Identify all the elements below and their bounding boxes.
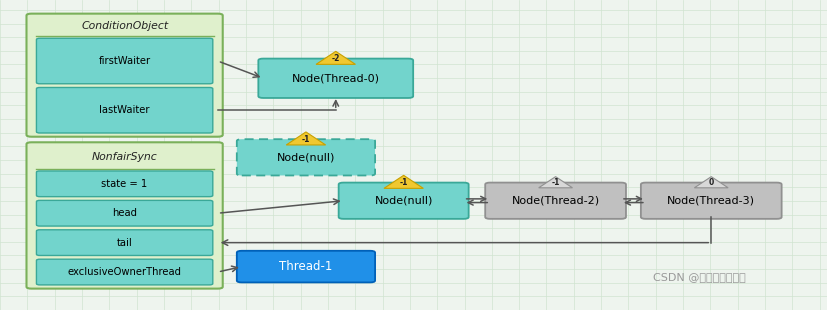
FancyBboxPatch shape [26,142,222,289]
Text: NonfairSync: NonfairSync [92,152,157,162]
FancyBboxPatch shape [36,200,213,226]
FancyBboxPatch shape [36,87,213,133]
Text: lastWaiter: lastWaiter [99,105,150,115]
FancyBboxPatch shape [485,183,625,219]
Polygon shape [694,177,727,188]
FancyBboxPatch shape [36,171,213,197]
Text: CSDN @渝北最后的单纯: CSDN @渝北最后的单纯 [653,272,745,282]
Text: exclusiveOwnerThread: exclusiveOwnerThread [68,267,181,277]
FancyBboxPatch shape [640,183,781,219]
FancyBboxPatch shape [338,183,468,219]
Polygon shape [384,175,423,188]
Text: 0: 0 [708,178,713,187]
Text: Node(Thread-2): Node(Thread-2) [511,196,599,206]
Text: state = 1: state = 1 [102,179,147,189]
Text: Node(null): Node(null) [276,152,335,162]
Polygon shape [316,51,355,64]
Text: head: head [112,208,137,218]
Text: Thread-1: Thread-1 [279,260,332,273]
Text: ConditionObject: ConditionObject [81,21,168,31]
Text: -1: -1 [301,135,310,144]
FancyBboxPatch shape [26,14,222,137]
FancyBboxPatch shape [237,139,375,175]
Polygon shape [538,177,571,188]
Text: Node(Thread-3): Node(Thread-3) [667,196,754,206]
Text: -2: -2 [331,54,340,63]
Text: Node(null): Node(null) [374,196,433,206]
FancyBboxPatch shape [36,259,213,285]
Text: -1: -1 [551,178,559,187]
FancyBboxPatch shape [36,38,213,84]
Text: -1: -1 [399,178,408,187]
FancyBboxPatch shape [36,230,213,255]
Text: Node(Thread-0): Node(Thread-0) [291,73,380,83]
Text: firstWaiter: firstWaiter [98,56,151,66]
FancyBboxPatch shape [237,251,375,282]
Polygon shape [286,132,325,145]
Text: tail: tail [117,238,132,248]
FancyBboxPatch shape [258,59,413,98]
